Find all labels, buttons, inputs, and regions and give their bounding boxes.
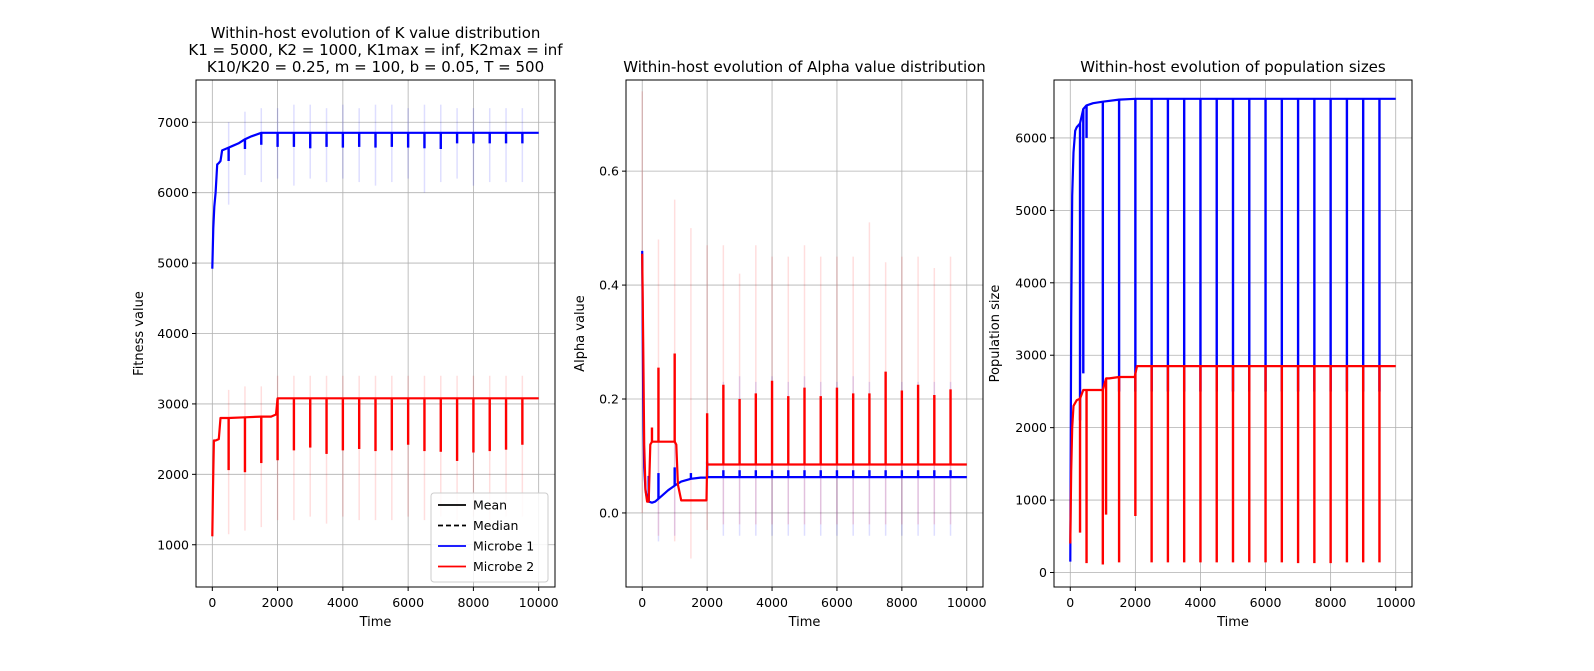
x-tick-label: 4000 [1185, 595, 1217, 610]
x-tick-label: 6000 [392, 595, 424, 610]
y-tick-label: 0.0 [599, 505, 619, 520]
x-axis-label: Time [1216, 615, 1249, 630]
y-tick-label: 7000 [157, 115, 189, 130]
y-tick-label: 4000 [1015, 275, 1047, 290]
y-tick-label: 0.4 [599, 278, 619, 293]
x-tick-label: 4000 [327, 595, 359, 610]
chart-panel-1: 0 2000 4000 6000 8000 10000 1000 2000 3000 4000 50… [132, 24, 563, 630]
y-tick-label: 0.2 [599, 392, 619, 407]
y-tick-label: 0 [1039, 565, 1047, 580]
chart-title-line: Within-host evolution of Alpha value dis… [623, 58, 986, 76]
x-tick-label: 0 [638, 595, 646, 610]
chart-title-line: K1 = 5000, K2 = 1000, K1max = inf, K2max… [188, 41, 563, 59]
x-axis-label: Time [788, 615, 821, 630]
chart-title-line: Within-host evolution of population size… [1080, 58, 1386, 76]
x-axis-label: Time [359, 615, 392, 630]
x-tick-label: 0 [208, 595, 216, 610]
series-line-microbe-2 [1069, 365, 1396, 544]
chart-title-line: Within-host evolution of K value distrib… [211, 24, 541, 42]
y-tick-label: 6000 [1015, 130, 1047, 145]
x-tick-label: 10000 [1376, 595, 1416, 610]
y-tick-label: 5000 [157, 256, 189, 271]
x-tick-label: 8000 [886, 595, 918, 610]
axes-frame [1053, 79, 1413, 588]
series-line-microbe-1 [1069, 97, 1396, 562]
x-tick-label: 8000 [1315, 595, 1347, 610]
y-tick-label: 1000 [1015, 493, 1047, 508]
legend-label: Mean [473, 498, 507, 513]
legend-label: Microbe 2 [473, 559, 534, 574]
x-tick-label: 6000 [1250, 595, 1282, 610]
legend: Mean Median Microbe 1 Microbe 2 [430, 492, 549, 583]
y-tick-label: 4000 [157, 326, 189, 341]
y-tick-label: 0.6 [599, 164, 619, 179]
legend-label: Median [473, 518, 518, 533]
x-tick-label: 4000 [756, 595, 788, 610]
chart-panel-3: 0 2000 4000 6000 8000 10000 0 1000 2000 3000 4000 5… [988, 58, 1416, 630]
y-tick-label: 5000 [1015, 203, 1047, 218]
y-axis-label: Population size [988, 285, 1003, 383]
y-tick-label: 2000 [1015, 420, 1047, 435]
series-line-microbe-2 [641, 253, 967, 503]
x-tick-label: 10000 [947, 595, 987, 610]
x-tick-label: 8000 [458, 595, 490, 610]
plot-area [1069, 97, 1396, 565]
legend-box [430, 492, 549, 583]
x-tick-label: 2000 [262, 595, 294, 610]
y-tick-label: 2000 [157, 467, 189, 482]
x-tick-label: 2000 [1119, 595, 1151, 610]
axes-frame [625, 79, 984, 588]
x-tick-label: 6000 [821, 595, 853, 610]
plot-area [211, 104, 539, 537]
legend-label: Microbe 1 [473, 539, 534, 554]
x-tick-label: 0 [1066, 595, 1074, 610]
y-tick-label: 1000 [157, 537, 189, 552]
y-axis-label: Fitness value [132, 291, 147, 376]
chart-panel-2: 0 2000 4000 6000 8000 10000 0.0 0.2 0.4 0.6 Time Al… [573, 58, 987, 630]
plot-area [641, 91, 967, 559]
y-axis-label: Alpha value [573, 295, 588, 372]
y-tick-label: 3000 [1015, 348, 1047, 363]
y-tick-label: 3000 [157, 396, 189, 411]
x-tick-label: 10000 [519, 595, 559, 610]
y-tick-label: 6000 [157, 185, 189, 200]
chart-title-line: K10/K20 = 0.25, m = 100, b = 0.05, T = 5… [207, 58, 544, 76]
x-tick-label: 2000 [691, 595, 723, 610]
